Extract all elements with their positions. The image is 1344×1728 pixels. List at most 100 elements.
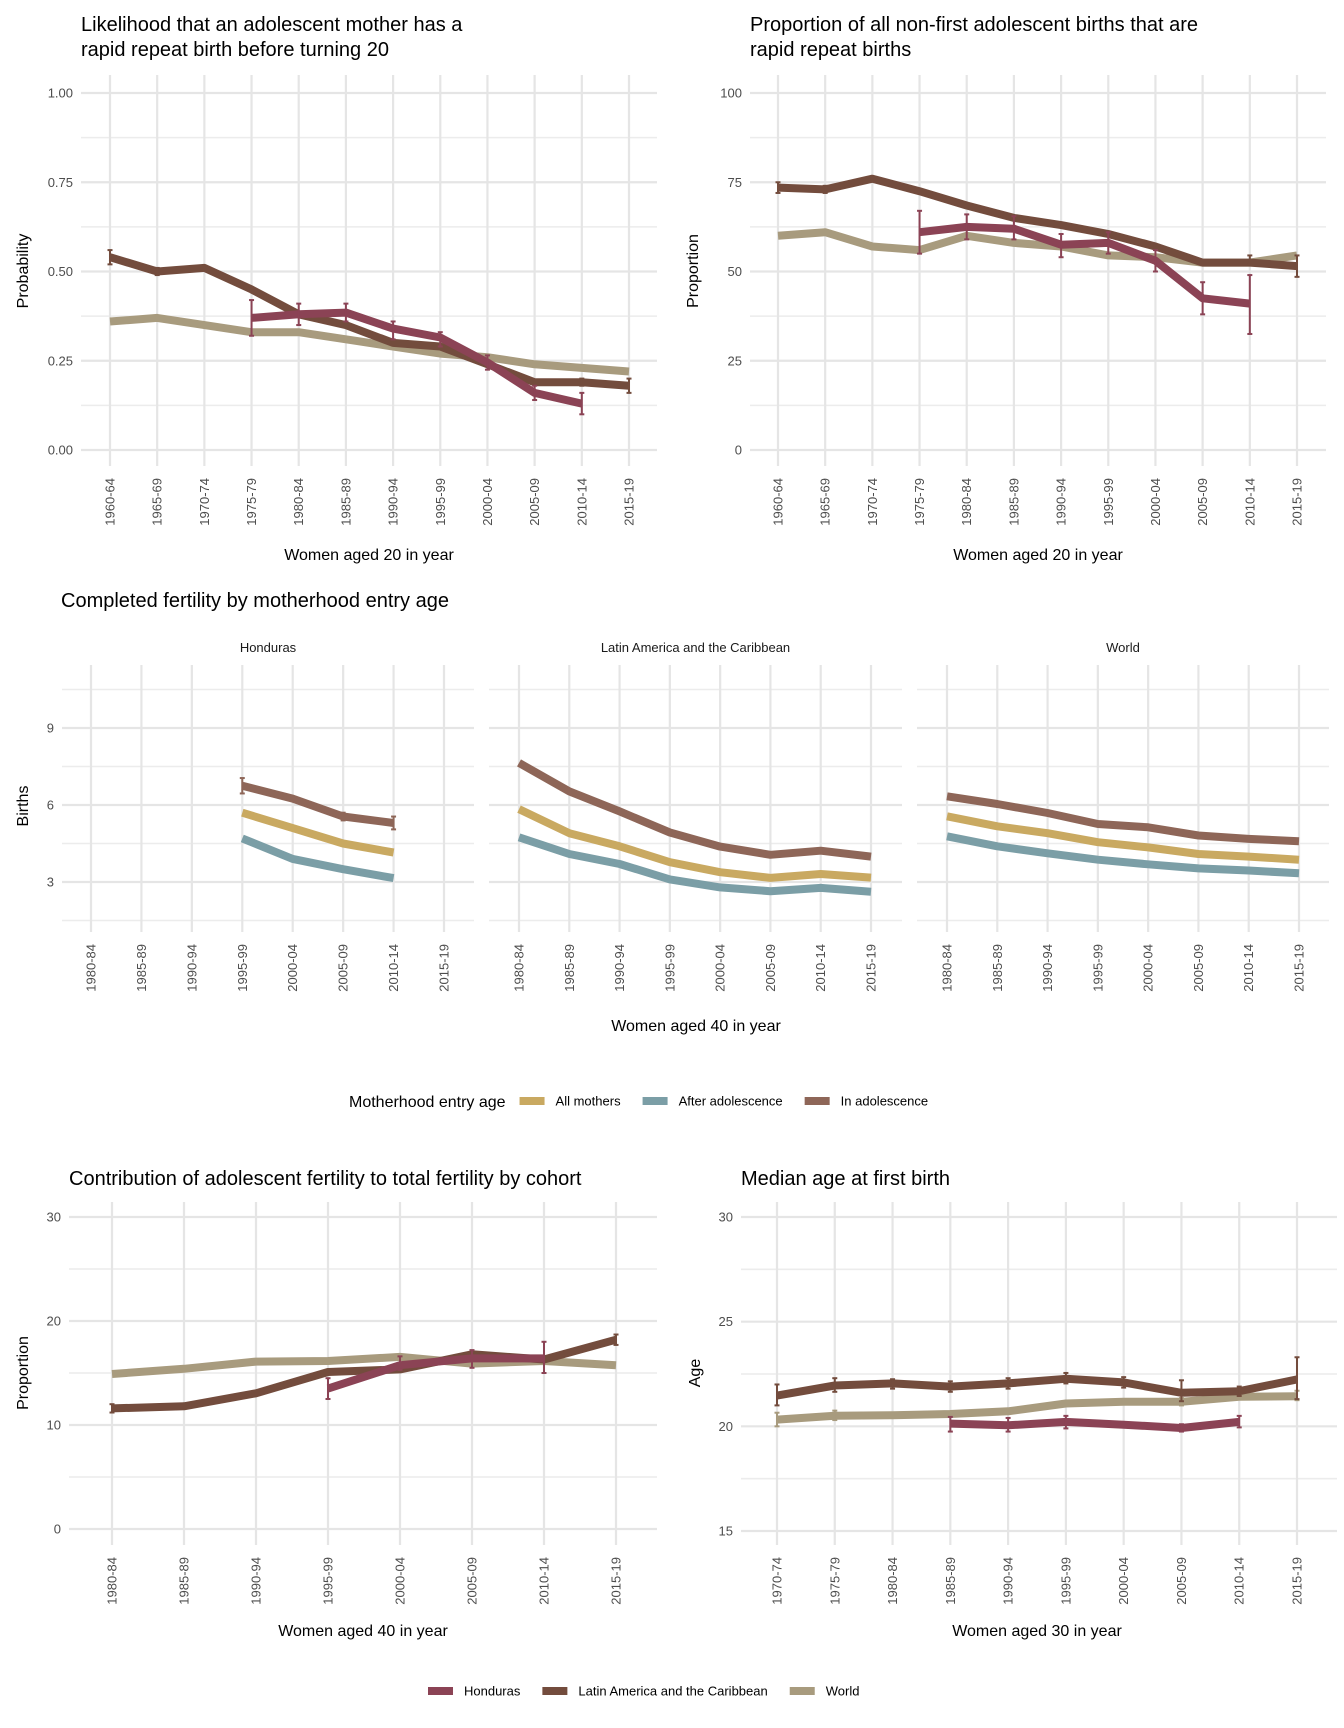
legend-item-honduras: Honduras [428, 1684, 521, 1699]
plot-area: 15 20 25 30 1970-74 1975-79 1980-84 1985-89 1990… [719, 1202, 1337, 1605]
x-tick-label: 2010-14 [1232, 1557, 1247, 1605]
legend-label: Latin America and the Caribbean [578, 1684, 767, 1699]
error-bar [390, 320, 396, 341]
series-line [240, 834, 395, 883]
error-bar [1011, 215, 1017, 241]
legend-label: All mothers [556, 1094, 622, 1109]
y-tick-label: 0.00 [48, 443, 73, 458]
x-tick-label: 2015-19 [1290, 1557, 1305, 1605]
x-tick-label: 1990-94 [1040, 944, 1055, 992]
x-tick-label: 2010-14 [1241, 944, 1256, 992]
legend-swatch [542, 1687, 568, 1695]
x-tick-label: 2005-09 [465, 1557, 480, 1605]
y-axis-title: Proportion [685, 234, 702, 308]
y-tick-label: 0 [735, 443, 742, 458]
x-tick-label: 1985-89 [177, 1557, 192, 1605]
series-in-adolescence [239, 777, 397, 831]
error-bar [1236, 1414, 1242, 1429]
x-tick-label: 1985-89 [134, 944, 149, 992]
error-bar [890, 1378, 896, 1390]
series-line [517, 805, 872, 882]
series-all-mothers [517, 805, 872, 882]
error-bar [340, 811, 346, 822]
series-after-adolescence [946, 832, 1300, 878]
error-bar [1058, 233, 1064, 259]
error-bar [947, 1380, 953, 1393]
x-tick-label: 1995-99 [433, 478, 448, 526]
x-tick-label: 1975-79 [912, 478, 927, 526]
facet-strip-label: Latin America and the Caribbean [601, 640, 790, 655]
y-axis-title: Age [687, 1359, 704, 1388]
y-tick-label: 20 [47, 1314, 61, 1329]
x-tick-label: 2005-09 [336, 944, 351, 992]
error-bar [1247, 274, 1253, 335]
error-bar [1005, 1416, 1011, 1433]
x-tick-label: 1995-99 [1101, 478, 1116, 526]
y-tick-label: 1.00 [48, 86, 73, 101]
legend-motherhood-entry-age: Motherhood entry age All mothers After ado… [349, 1094, 928, 1112]
series-line [251, 308, 583, 408]
x-tick-label: 1960-64 [103, 478, 118, 526]
x-tick-label: 1985-89 [990, 944, 1005, 992]
series-line [777, 174, 1298, 271]
x-tick-label: 1995-99 [321, 1557, 336, 1605]
x-tick-label: 2010-14 [574, 478, 589, 526]
error-bar [541, 1340, 547, 1374]
y-tick-label: 6 [47, 798, 54, 813]
plot-area: 0.00 0.25 0.50 0.75 1.00 1960-64 1965-69 1970-7… [48, 75, 657, 526]
error-bar [1121, 1376, 1127, 1389]
legend-swatch [804, 1097, 830, 1105]
series-latin-america-and-the-caribbean [107, 249, 632, 394]
x-tick-label: 1975-79 [244, 478, 259, 526]
x-axis-title: Women aged 20 in year [284, 547, 454, 564]
series-honduras [917, 209, 1253, 335]
error-bar [397, 1355, 403, 1371]
series-all-mothers [946, 812, 1300, 864]
facet-panels: Honduras 3 6 9 1980-84 1985-89 1990-94 1995-99 2… [47, 640, 1329, 992]
x-tick-label: 1995-99 [662, 944, 677, 992]
chart-rapid-repeat-proportion: Proportion of all non-first adolescent b… [685, 14, 1326, 564]
series-line [326, 1354, 544, 1393]
error-bar [325, 1377, 331, 1400]
series-line [776, 1392, 1298, 1424]
facet-strip-label: World [1106, 640, 1140, 655]
error-bar [832, 1409, 838, 1422]
series-honduras [249, 299, 585, 416]
x-tick-label: 2005-09 [1195, 478, 1210, 526]
chart-completed-fertility: Completed fertility by motherhood entry … [15, 590, 1329, 1035]
x-tick-label: 1990-94 [1001, 1557, 1016, 1605]
x-tick-label: 1995-99 [235, 944, 250, 992]
error-bar [391, 815, 397, 831]
error-bar [1178, 1379, 1184, 1403]
x-tick-label: 2000-04 [480, 478, 495, 526]
legend-swatch [789, 1687, 815, 1695]
error-bar [917, 209, 923, 255]
x-tick-label: 1970-74 [865, 478, 880, 526]
legend-label: After adolescence [679, 1094, 783, 1109]
series-line [517, 833, 872, 896]
series-line [241, 808, 395, 857]
y-tick-label: 30 [47, 1210, 61, 1225]
x-tick-label: 1990-94 [612, 944, 627, 992]
x-tick-label: 1990-94 [1054, 478, 1069, 526]
x-axis-title: Women aged 40 in year [278, 1623, 448, 1640]
x-tick-label: 1980-84 [105, 1557, 120, 1605]
x-tick-label: 2005-09 [1191, 944, 1206, 992]
error-bar [613, 1333, 619, 1346]
chart-rapid-repeat-likelihood: Likelihood that an adolescent mother has… [15, 14, 657, 564]
x-tick-label: 2015-19 [1292, 944, 1307, 992]
x-tick-label: 1965-69 [150, 478, 165, 526]
chart-median-age-first-birth: Median age at first birth Age Women aged… [687, 1168, 1337, 1640]
series-line [517, 759, 872, 861]
series-all-mothers [241, 808, 395, 857]
legend-swatch [642, 1097, 668, 1105]
y-tick-label: 20 [719, 1419, 733, 1434]
chart-title: Completed fertility by motherhood entry … [61, 590, 449, 612]
x-tick-label: 2015-19 [437, 944, 452, 992]
x-tick-label: 2015-19 [609, 1557, 624, 1605]
x-tick-label: 2015-19 [864, 944, 879, 992]
y-tick-label: 9 [47, 721, 54, 736]
error-bar [947, 1415, 953, 1433]
x-tick-label: 2010-14 [813, 944, 828, 992]
